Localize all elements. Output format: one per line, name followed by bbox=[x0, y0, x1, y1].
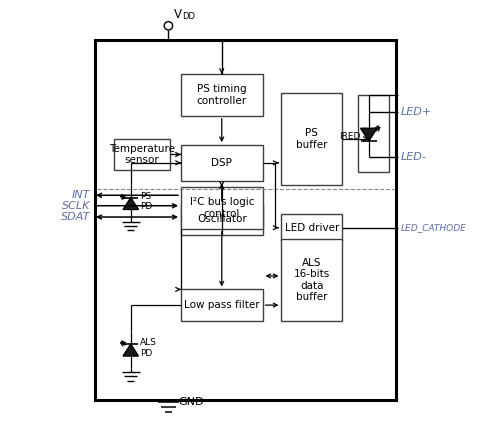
Text: Temperature
sensor: Temperature sensor bbox=[110, 144, 176, 165]
Text: LED driver: LED driver bbox=[284, 223, 339, 233]
Text: LED-: LED- bbox=[400, 152, 426, 162]
Bar bbox=[282, 214, 342, 241]
Text: LED_CATHODE: LED_CATHODE bbox=[400, 223, 466, 232]
Polygon shape bbox=[360, 128, 377, 141]
Text: Low pass filter: Low pass filter bbox=[184, 300, 260, 310]
Bar bbox=[358, 95, 390, 172]
Text: LED+: LED+ bbox=[400, 107, 432, 117]
Text: IRED: IRED bbox=[340, 132, 360, 141]
Bar bbox=[181, 290, 262, 321]
Text: V: V bbox=[174, 8, 182, 21]
Text: PS timing
controller: PS timing controller bbox=[196, 84, 247, 106]
Text: PS
PD: PS PD bbox=[140, 192, 152, 211]
Text: INT: INT bbox=[72, 190, 90, 200]
Text: ALS
PD: ALS PD bbox=[140, 338, 157, 358]
Bar bbox=[181, 74, 262, 116]
Bar bbox=[282, 239, 342, 321]
Text: DSP: DSP bbox=[212, 158, 232, 168]
Text: SDAT: SDAT bbox=[61, 212, 90, 222]
Polygon shape bbox=[123, 198, 138, 209]
Text: I²C bus logic
control: I²C bus logic control bbox=[190, 197, 254, 219]
Text: ALS
16-bits
data
buffer: ALS 16-bits data buffer bbox=[294, 258, 330, 302]
Text: SCLK: SCLK bbox=[62, 201, 90, 211]
Bar bbox=[114, 139, 170, 170]
Bar bbox=[181, 204, 262, 235]
Bar bbox=[95, 40, 396, 400]
Text: GND: GND bbox=[179, 397, 204, 407]
Text: PS
buffer: PS buffer bbox=[296, 128, 328, 150]
Bar bbox=[282, 93, 342, 185]
Bar bbox=[181, 145, 262, 181]
Text: DD: DD bbox=[182, 12, 195, 21]
Bar bbox=[181, 187, 262, 229]
Polygon shape bbox=[123, 344, 138, 356]
Text: Oscillator: Oscillator bbox=[197, 214, 246, 224]
